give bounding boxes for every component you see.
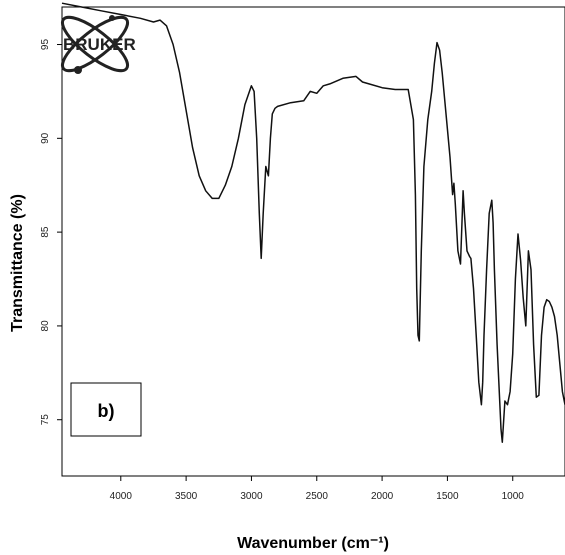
logo-text: BRUKER	[63, 35, 136, 54]
x-tick-label: 3000	[240, 491, 263, 502]
x-tick-label: 2000	[371, 491, 394, 502]
x-tick-label: 2500	[306, 491, 329, 502]
y-tick-label: 90	[40, 132, 51, 144]
plot-frame	[61, 6, 565, 477]
y-tick-label: 75	[40, 414, 51, 426]
x-tick-label: 3500	[175, 491, 198, 502]
panel-label-box	[70, 382, 142, 437]
y-axis-title: Transmittance (%)	[9, 194, 26, 332]
y-tick-label: 80	[40, 320, 51, 332]
y-tick-label: 85	[40, 226, 51, 238]
x-tick-label: 4000	[110, 491, 133, 502]
logo-dot-icon	[74, 66, 82, 74]
y-axis: 75 80 85 90 95	[40, 39, 62, 426]
logo-dot-icon	[109, 15, 115, 21]
x-axis: 4000 3500 3000 2500 2000 1500 1000	[110, 476, 525, 502]
panel-label: b)	[98, 401, 115, 421]
y-tick-label: 95	[40, 39, 51, 51]
logo-orbit-right	[60, 15, 130, 73]
bruker-logo: BRUKER	[60, 15, 136, 74]
x-tick-label: 1500	[436, 491, 459, 502]
x-axis-title: Wavenumber (cm⁻¹)	[237, 535, 389, 552]
spectrum-line	[61, 2, 565, 443]
x-tick-label: 1000	[502, 491, 525, 502]
logo-orbit-left	[60, 15, 130, 73]
